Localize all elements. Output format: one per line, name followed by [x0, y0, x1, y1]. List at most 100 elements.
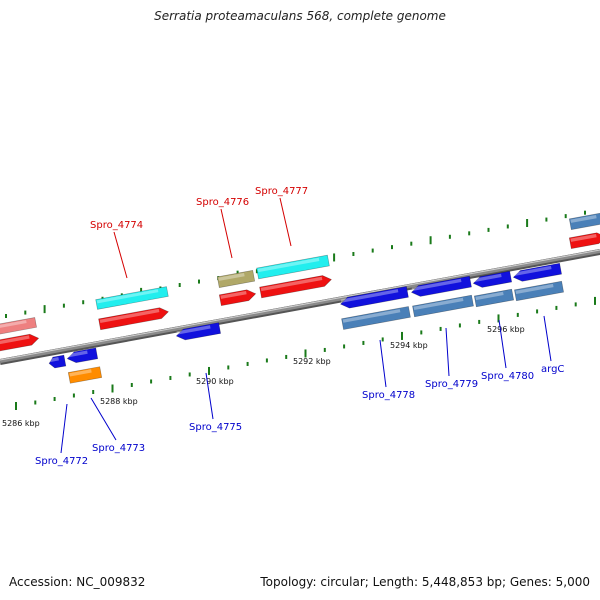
- cds-cyan-4774-shine: [96, 289, 159, 304]
- genome-backbone: [0, 249, 600, 365]
- leader-spro-4774: [113, 231, 128, 279]
- scale-label-5296: 5296 kbp: [487, 325, 525, 334]
- leader-spro-4772: [60, 403, 68, 454]
- scale-label-5294: 5294 kbp: [390, 341, 428, 350]
- cds-red-left: [0, 333, 40, 352]
- cds-steel-argc-shine: [515, 283, 554, 294]
- cds-red-4774: [98, 307, 169, 331]
- cds-steel-4780: [473, 288, 515, 308]
- cds-blue-4772-body: [48, 354, 67, 369]
- leader-spro-4779: [445, 327, 450, 377]
- cds-khaki-4776: [216, 269, 256, 289]
- cds-steel-4778-body: [341, 306, 411, 330]
- cds-steel-argc-body: [514, 280, 564, 302]
- scale-labels: 5286 kbp 5288 kbp 5290 kbp 5292 kbp 5294…: [2, 325, 525, 428]
- gene-label-spro-4776[interactable]: Spro_4776: [196, 197, 249, 208]
- cds-blue-4779-body: [410, 275, 472, 297]
- cds-red-4777-shine: [260, 276, 323, 292]
- cds-orange-4773: [67, 366, 103, 384]
- cds-blue-argc-body: [512, 262, 562, 282]
- cds-pink-left: [0, 317, 37, 335]
- cds-blue-4780: [472, 270, 513, 288]
- scale-label-5290: 5290 kbp: [196, 377, 234, 386]
- cds-steel-4780-shine: [475, 291, 504, 301]
- cds-orange-4773-shine: [69, 369, 92, 377]
- cds-blue-4773-shine: [67, 350, 88, 358]
- gene-label-leaders: [60, 197, 552, 454]
- cds-steel-4779-body: [412, 294, 474, 318]
- leader-spro-4777: [279, 197, 292, 247]
- cds-orange-4773-body: [67, 366, 103, 384]
- cds-blue-4772: [48, 354, 67, 369]
- cds-blue-4779: [410, 275, 472, 297]
- cds-blue-4773: [66, 347, 99, 363]
- leader-spro-4780: [498, 319, 507, 369]
- gene-features: [0, 211, 600, 384]
- scale-label-5288: 5288 kbp: [100, 397, 138, 406]
- cds-pink-left-shine: [0, 320, 27, 329]
- gene-label-spro-4774[interactable]: Spro_4774: [90, 220, 143, 231]
- scale-label-5292: 5292 kbp: [293, 357, 331, 366]
- cds-cyan-4774-body: [95, 286, 169, 310]
- cds-red-4774-body: [98, 307, 169, 331]
- backbone-line: [0, 249, 600, 363]
- cds-steel-right-body: [568, 211, 600, 231]
- cds-red-4776: [218, 289, 257, 307]
- cds-steel-right: [568, 211, 600, 231]
- cds-blue-4780-shine: [473, 273, 502, 283]
- leader-spro-4775: [205, 372, 214, 420]
- cds-blue-4778-body: [340, 286, 409, 309]
- cds-blue-4775-body: [175, 322, 221, 341]
- cds-cyan-4777-body: [256, 254, 330, 280]
- gene-label-spro-4772[interactable]: Spro_4772: [35, 456, 88, 467]
- gene-label-spro-4778[interactable]: Spro_4778: [362, 390, 415, 401]
- scale-label-5286: 5286 kbp: [2, 419, 40, 428]
- genome-title: Serratia proteamaculans 568, complete ge…: [154, 9, 446, 23]
- cds-red-4774-shine: [99, 308, 160, 323]
- cds-red-4777-body: [259, 275, 332, 299]
- cds-red-right: [568, 232, 600, 250]
- cds-khaki-4776-body: [216, 269, 256, 289]
- cds-blue-argc: [512, 262, 562, 282]
- cds-cyan-4777: [256, 254, 330, 280]
- cds-blue-4773-body: [66, 347, 99, 363]
- gene-labels: Spro_4774 Spro_4776 Spro_4777 Spro_4772 …: [35, 186, 564, 467]
- cds-red-left-shine: [0, 335, 30, 345]
- cds-blue-4775-shine: [176, 325, 211, 335]
- gene-label-spro-4779[interactable]: Spro_4779: [425, 379, 478, 390]
- gene-label-spro-4780[interactable]: Spro_4780: [481, 371, 534, 382]
- cds-red-4776-body: [218, 289, 257, 307]
- cds-blue-4779-shine: [411, 278, 462, 292]
- gene-label-argc[interactable]: argC: [541, 364, 564, 375]
- gene-label-spro-4777[interactable]: Spro_4777: [255, 186, 308, 197]
- cds-blue-4778: [340, 286, 409, 309]
- cds-steel-4780-body: [473, 288, 515, 308]
- cds-blue-4780-body: [472, 270, 513, 288]
- cds-blue-4775: [175, 322, 221, 341]
- cds-steel-4778-shine: [342, 309, 401, 323]
- cds-steel-4778: [341, 306, 411, 330]
- cds-pink-left-body: [0, 317, 37, 335]
- gene-label-spro-4773[interactable]: Spro_4773: [92, 443, 145, 454]
- leader-spro-4778: [379, 339, 387, 388]
- cds-steel-4779-shine: [413, 297, 464, 311]
- cds-blue-argc-shine: [513, 265, 552, 276]
- gene-label-spro-4775[interactable]: Spro_4775: [189, 422, 242, 433]
- cds-red-left-body: [0, 333, 40, 352]
- cds-red-right-body: [568, 232, 600, 250]
- cds-steel-right-shine: [570, 214, 597, 223]
- backbone-highlight: [0, 249, 600, 361]
- cds-steel-argc: [514, 280, 564, 302]
- leader-argc: [543, 315, 552, 362]
- cds-blue-4772-shine: [49, 357, 59, 363]
- accession-text: Accession: NC_009832: [9, 575, 146, 589]
- cds-red-4777: [259, 275, 332, 299]
- cds-red-right-shine: [570, 233, 597, 242]
- cds-steel-4779: [412, 294, 474, 318]
- cds-red-4776-shine: [220, 290, 247, 299]
- cds-cyan-4774: [95, 286, 169, 310]
- leader-spro-4773: [90, 397, 117, 441]
- cds-blue-4778-shine: [340, 289, 399, 303]
